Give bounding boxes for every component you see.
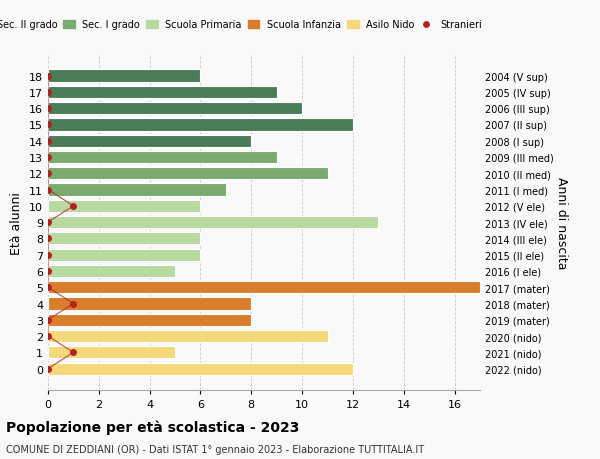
- Bar: [48, 135, 251, 147]
- Bar: [48, 217, 379, 229]
- Text: Popolazione per età scolastica - 2023: Popolazione per età scolastica - 2023: [6, 420, 299, 435]
- Bar: [48, 87, 277, 99]
- Bar: [48, 70, 200, 83]
- Bar: [48, 249, 200, 261]
- Bar: [48, 314, 251, 326]
- Bar: [48, 265, 175, 277]
- Y-axis label: Anni di nascita: Anni di nascita: [554, 176, 568, 269]
- Bar: [48, 363, 353, 375]
- Bar: [48, 233, 200, 245]
- Legend: Sec. II grado, Sec. I grado, Scuola Primaria, Scuola Infanzia, Asilo Nido, Stran: Sec. II grado, Sec. I grado, Scuola Prim…: [0, 17, 485, 34]
- Bar: [48, 330, 328, 342]
- Bar: [48, 281, 480, 294]
- Y-axis label: Età alunni: Età alunni: [10, 191, 23, 254]
- Bar: [48, 168, 328, 180]
- Bar: [48, 151, 277, 164]
- Bar: [48, 298, 251, 310]
- Bar: [48, 184, 226, 196]
- Text: COMUNE DI ZEDDIANI (OR) - Dati ISTAT 1° gennaio 2023 - Elaborazione TUTTITALIA.I: COMUNE DI ZEDDIANI (OR) - Dati ISTAT 1° …: [6, 444, 424, 454]
- Bar: [48, 347, 175, 358]
- Bar: [48, 200, 200, 213]
- Bar: [48, 119, 353, 131]
- Bar: [48, 103, 302, 115]
